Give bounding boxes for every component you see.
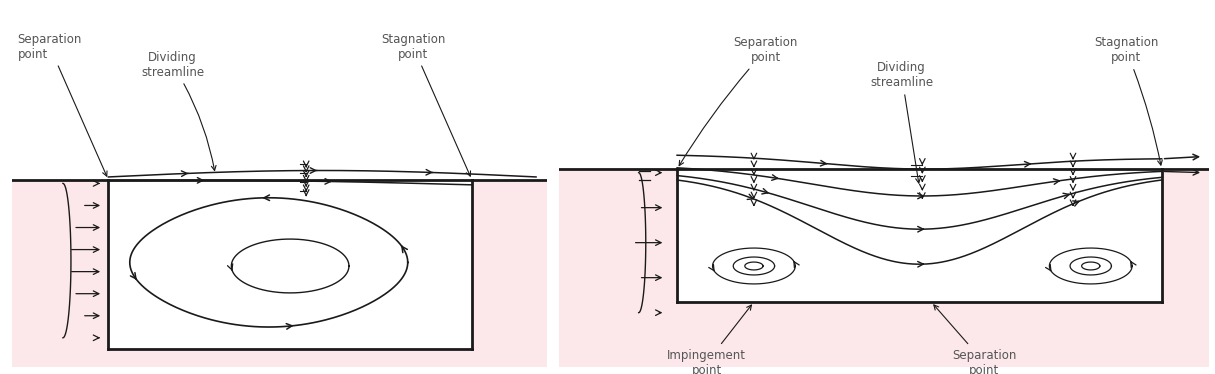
Text: Stagnation
point: Stagnation point [1094,36,1163,165]
Bar [12,180,108,367]
Text: Separation
point: Separation point [934,305,1017,374]
Bar [108,180,471,349]
Text: Stagnation
point: Stagnation point [382,33,470,176]
Text: Impingement
point: Impingement point [667,305,751,374]
Bar [108,347,471,367]
Bar [677,169,1162,302]
Text: Separation
point: Separation point [679,36,798,166]
Text: Dividing
streamline: Dividing streamline [870,61,933,183]
Bar [677,300,1162,367]
Text: Dividing
streamline: Dividing streamline [141,50,216,171]
Bar [1162,169,1209,367]
Bar [559,169,677,367]
Text: Separation
point: Separation point [17,33,107,176]
Bar [471,180,547,367]
